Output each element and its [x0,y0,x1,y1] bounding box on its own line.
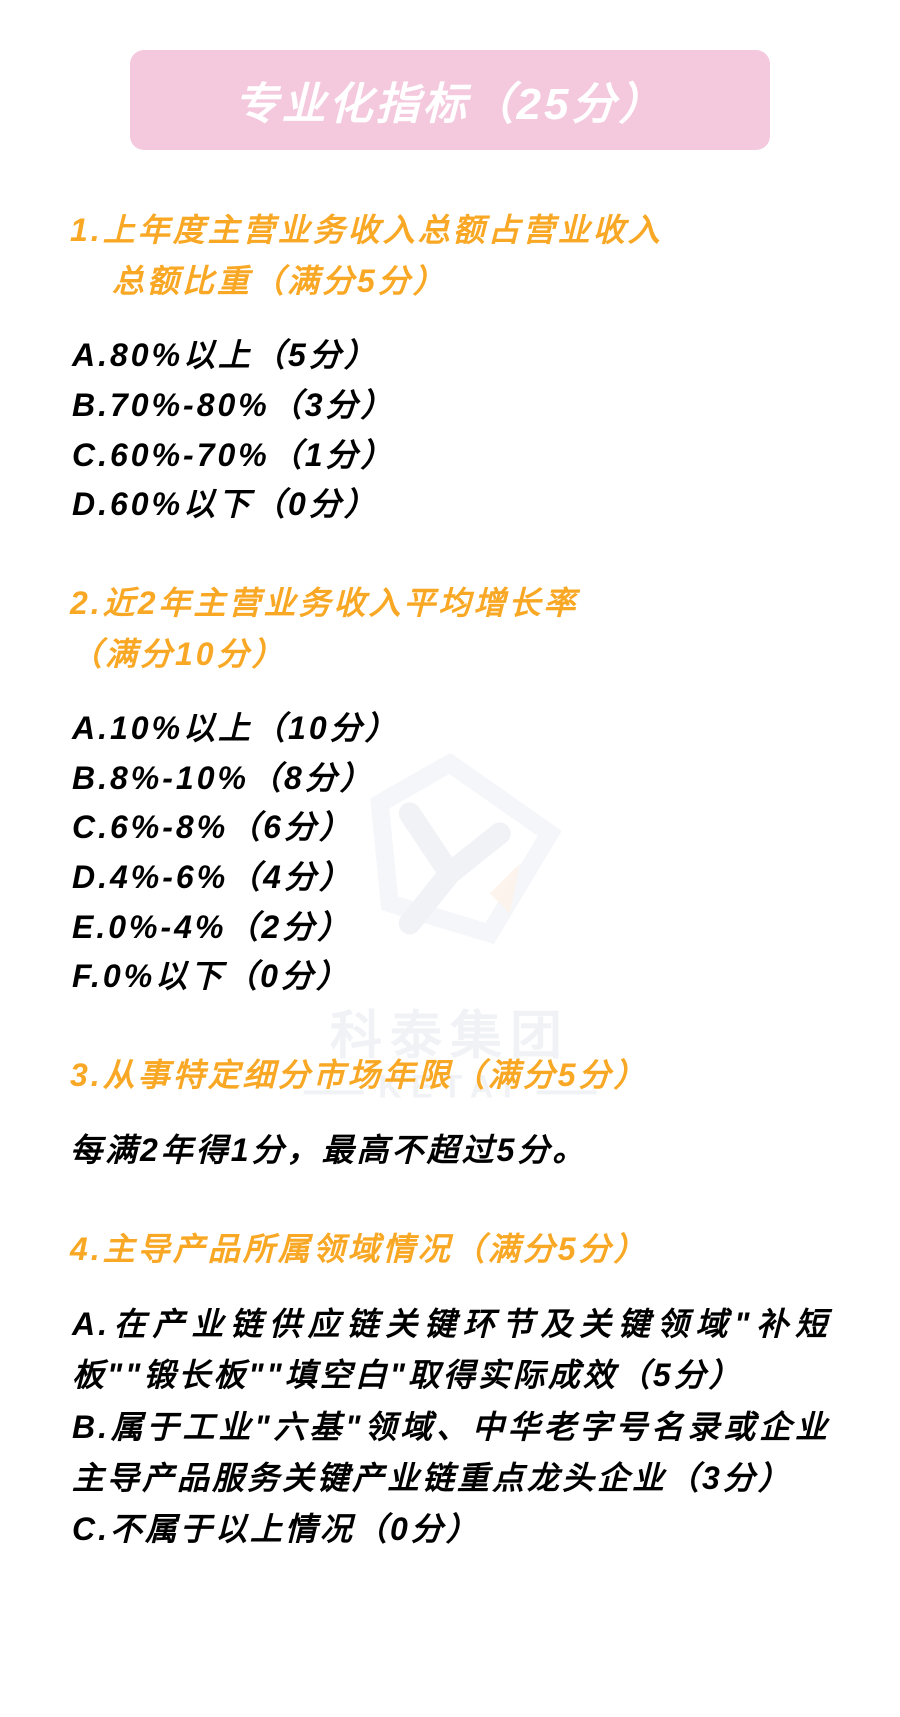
section-1-title-line2: 总额比重（满分5分） [70,256,830,307]
option-item: D.4%-6%（4分） [72,853,830,903]
header-title: 专业化指标（25分） [235,80,666,129]
section-4-options: A.在产业链供应链关键环节及关键领域"补短板""锻长板""填空白"取得实际成效（… [70,1299,830,1555]
option-item: A.80%以上（5分） [72,331,830,381]
section-1-options: A.80%以上（5分） B.70%-80%（3分） C.60%-70%（1分） … [70,331,830,529]
section-4-title-line1: 4.主导产品所属领域情况（满分5分） [70,1231,649,1267]
section-3-title: 3.从事特定细分市场年限（满分5分） [70,1050,830,1101]
section-3-title-line1: 3.从事特定细分市场年限（满分5分） [70,1057,649,1093]
section-2-title-line1: 2.近2年主营业务收入平均增长率 [70,585,579,621]
section-2-title-line2: （满分10分） [70,629,830,680]
section-2-title: 2.近2年主营业务收入平均增长率 （满分10分） [70,578,830,680]
option-item: C.6%-8%（6分） [72,803,830,853]
content-container: 专业化指标（25分） 1.上年度主营业务收入总额占营业收入 总额比重（满分5分）… [0,0,900,1663]
option-item: A.10%以上（10分） [72,704,830,754]
option-item: E.0%-4%（2分） [72,903,830,953]
section-2: 2.近2年主营业务收入平均增长率 （满分10分） A.10%以上（10分） B.… [70,578,830,1002]
option-long-item: C.不属于以上情况（0分） [72,1504,830,1555]
section-2-options: A.10%以上（10分） B.8%-10%（8分） C.6%-8%（6分） D.… [70,704,830,1002]
option-long-item: A.在产业链供应链关键环节及关键领域"补短板""锻长板""填空白"取得实际成效（… [72,1299,830,1401]
option-item: B.8%-10%（8分） [72,754,830,804]
option-long-item: B.属于工业"六基"领域、中华老字号名录或企业主导产品服务关键产业链重点龙头企业… [72,1402,830,1504]
option-item: B.70%-80%（3分） [72,381,830,431]
section-1: 1.上年度主营业务收入总额占营业收入 总额比重（满分5分） A.80%以上（5分… [70,205,830,530]
option-item: C.60%-70%（1分） [72,431,830,481]
option-item: D.60%以下（0分） [72,480,830,530]
option-item: F.0%以下（0分） [72,952,830,1002]
section-3-description: 每满2年得1分，最高不超过5分。 [70,1125,830,1176]
section-1-title-line1: 1.上年度主营业务收入总额占营业收入 [70,212,663,248]
section-1-title: 1.上年度主营业务收入总额占营业收入 总额比重（满分5分） [70,205,830,307]
section-4-title: 4.主导产品所属领域情况（满分5分） [70,1224,830,1275]
section-4: 4.主导产品所属领域情况（满分5分） A.在产业链供应链关键环节及关键领域"补短… [70,1224,830,1555]
header-badge: 专业化指标（25分） [130,50,770,150]
section-3: 3.从事特定细分市场年限（满分5分） 每满2年得1分，最高不超过5分。 [70,1050,830,1176]
